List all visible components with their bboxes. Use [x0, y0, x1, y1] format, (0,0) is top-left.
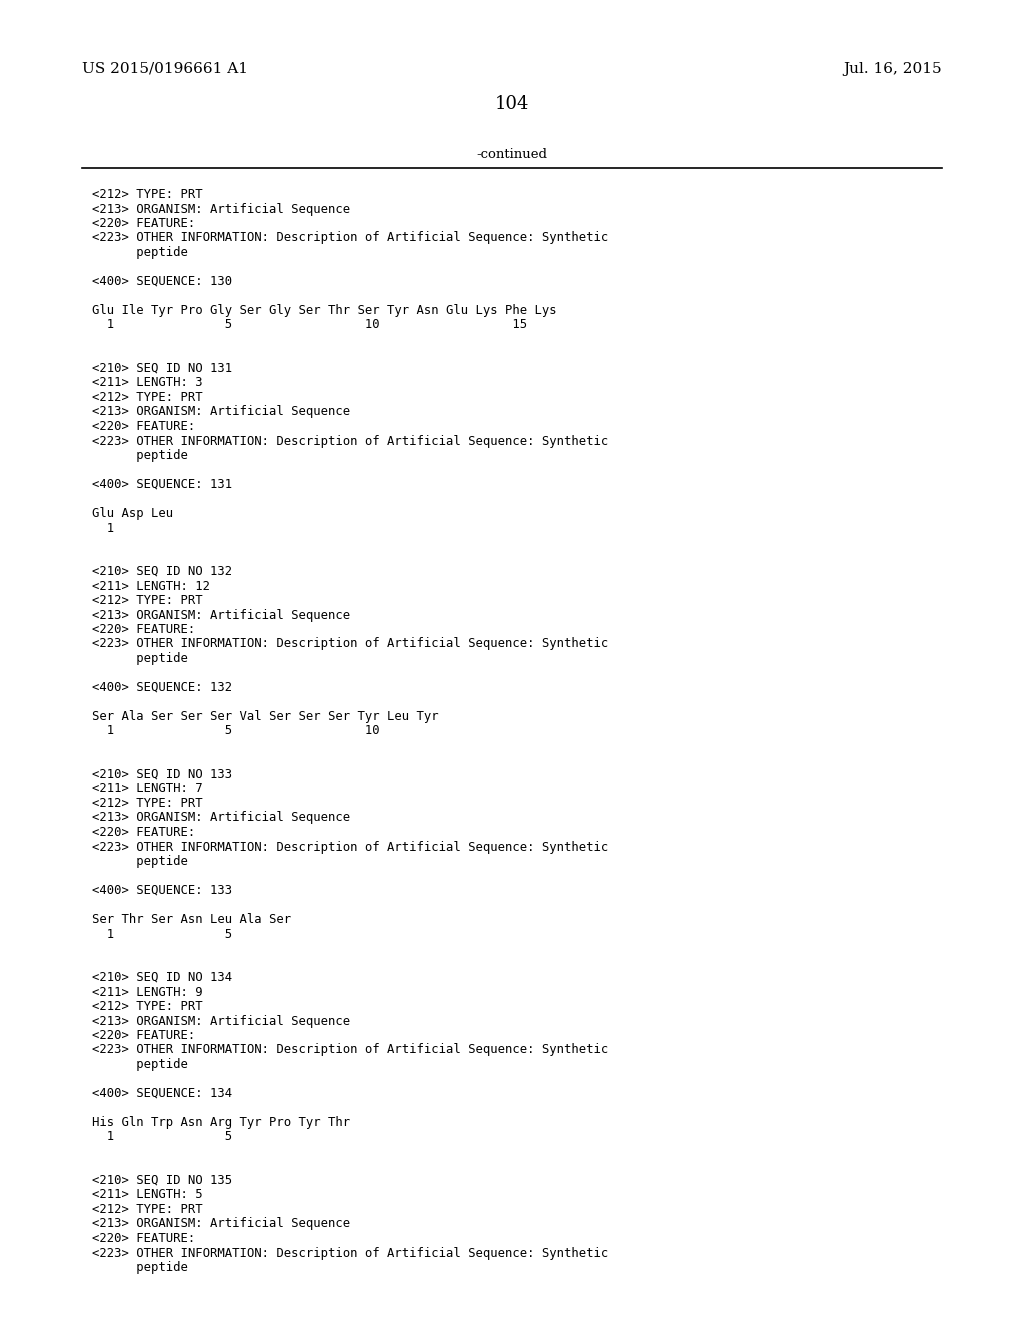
Text: 1               5                  10: 1 5 10 — [92, 725, 380, 738]
Text: <213> ORGANISM: Artificial Sequence: <213> ORGANISM: Artificial Sequence — [92, 812, 350, 825]
Text: US 2015/0196661 A1: US 2015/0196661 A1 — [82, 62, 248, 77]
Text: 1               5: 1 5 — [92, 928, 232, 940]
Text: Ser Ala Ser Ser Ser Val Ser Ser Ser Tyr Leu Tyr: Ser Ala Ser Ser Ser Val Ser Ser Ser Tyr … — [92, 710, 439, 723]
Text: <400> SEQUENCE: 133: <400> SEQUENCE: 133 — [92, 884, 232, 898]
Text: <400> SEQUENCE: 130: <400> SEQUENCE: 130 — [92, 275, 232, 288]
Text: <210> SEQ ID NO 133: <210> SEQ ID NO 133 — [92, 768, 232, 781]
Text: <211> LENGTH: 9: <211> LENGTH: 9 — [92, 986, 203, 998]
Text: <220> FEATURE:: <220> FEATURE: — [92, 216, 196, 230]
Text: peptide: peptide — [92, 246, 188, 259]
Text: Ser Thr Ser Asn Leu Ala Ser: Ser Thr Ser Asn Leu Ala Ser — [92, 913, 291, 927]
Text: Glu Asp Leu: Glu Asp Leu — [92, 507, 173, 520]
Text: 1               5                  10                  15: 1 5 10 15 — [92, 318, 527, 331]
Text: <223> OTHER INFORMATION: Description of Artificial Sequence: Synthetic: <223> OTHER INFORMATION: Description of … — [92, 1246, 608, 1259]
Text: peptide: peptide — [92, 449, 188, 462]
Text: <213> ORGANISM: Artificial Sequence: <213> ORGANISM: Artificial Sequence — [92, 405, 350, 418]
Text: peptide: peptide — [92, 1261, 188, 1274]
Text: Jul. 16, 2015: Jul. 16, 2015 — [844, 62, 942, 77]
Text: <211> LENGTH: 7: <211> LENGTH: 7 — [92, 783, 203, 796]
Text: <223> OTHER INFORMATION: Description of Artificial Sequence: Synthetic: <223> OTHER INFORMATION: Description of … — [92, 841, 608, 854]
Text: -continued: -continued — [476, 148, 548, 161]
Text: <400> SEQUENCE: 131: <400> SEQUENCE: 131 — [92, 478, 232, 491]
Text: <212> TYPE: PRT: <212> TYPE: PRT — [92, 391, 203, 404]
Text: <210> SEQ ID NO 134: <210> SEQ ID NO 134 — [92, 972, 232, 983]
Text: <220> FEATURE:: <220> FEATURE: — [92, 623, 196, 636]
Text: <211> LENGTH: 3: <211> LENGTH: 3 — [92, 376, 203, 389]
Text: <223> OTHER INFORMATION: Description of Artificial Sequence: Synthetic: <223> OTHER INFORMATION: Description of … — [92, 434, 608, 447]
Text: <213> ORGANISM: Artificial Sequence: <213> ORGANISM: Artificial Sequence — [92, 1015, 350, 1027]
Text: <210> SEQ ID NO 131: <210> SEQ ID NO 131 — [92, 362, 232, 375]
Text: <220> FEATURE:: <220> FEATURE: — [92, 826, 196, 840]
Text: His Gln Trp Asn Arg Tyr Pro Tyr Thr: His Gln Trp Asn Arg Tyr Pro Tyr Thr — [92, 1115, 350, 1129]
Text: <212> TYPE: PRT: <212> TYPE: PRT — [92, 1203, 203, 1216]
Text: 1: 1 — [92, 521, 115, 535]
Text: <223> OTHER INFORMATION: Description of Artificial Sequence: Synthetic: <223> OTHER INFORMATION: Description of … — [92, 638, 608, 651]
Text: <210> SEQ ID NO 132: <210> SEQ ID NO 132 — [92, 565, 232, 578]
Text: 1               5: 1 5 — [92, 1130, 232, 1143]
Text: <211> LENGTH: 5: <211> LENGTH: 5 — [92, 1188, 203, 1201]
Text: peptide: peptide — [92, 855, 188, 869]
Text: peptide: peptide — [92, 652, 188, 665]
Text: <220> FEATURE:: <220> FEATURE: — [92, 1030, 196, 1041]
Text: <211> LENGTH: 12: <211> LENGTH: 12 — [92, 579, 210, 593]
Text: 104: 104 — [495, 95, 529, 114]
Text: <213> ORGANISM: Artificial Sequence: <213> ORGANISM: Artificial Sequence — [92, 202, 350, 215]
Text: Glu Ile Tyr Pro Gly Ser Gly Ser Thr Ser Tyr Asn Glu Lys Phe Lys: Glu Ile Tyr Pro Gly Ser Gly Ser Thr Ser … — [92, 304, 557, 317]
Text: <220> FEATURE:: <220> FEATURE: — [92, 420, 196, 433]
Text: <212> TYPE: PRT: <212> TYPE: PRT — [92, 1001, 203, 1012]
Text: <223> OTHER INFORMATION: Description of Artificial Sequence: Synthetic: <223> OTHER INFORMATION: Description of … — [92, 1044, 608, 1056]
Text: peptide: peptide — [92, 1059, 188, 1071]
Text: <400> SEQUENCE: 134: <400> SEQUENCE: 134 — [92, 1086, 232, 1100]
Text: <212> TYPE: PRT: <212> TYPE: PRT — [92, 187, 203, 201]
Text: <213> ORGANISM: Artificial Sequence: <213> ORGANISM: Artificial Sequence — [92, 609, 350, 622]
Text: <210> SEQ ID NO 135: <210> SEQ ID NO 135 — [92, 1173, 232, 1187]
Text: <213> ORGANISM: Artificial Sequence: <213> ORGANISM: Artificial Sequence — [92, 1217, 350, 1230]
Text: <400> SEQUENCE: 132: <400> SEQUENCE: 132 — [92, 681, 232, 694]
Text: <220> FEATURE:: <220> FEATURE: — [92, 1232, 196, 1245]
Text: <212> TYPE: PRT: <212> TYPE: PRT — [92, 797, 203, 810]
Text: <223> OTHER INFORMATION: Description of Artificial Sequence: Synthetic: <223> OTHER INFORMATION: Description of … — [92, 231, 608, 244]
Text: <212> TYPE: PRT: <212> TYPE: PRT — [92, 594, 203, 607]
